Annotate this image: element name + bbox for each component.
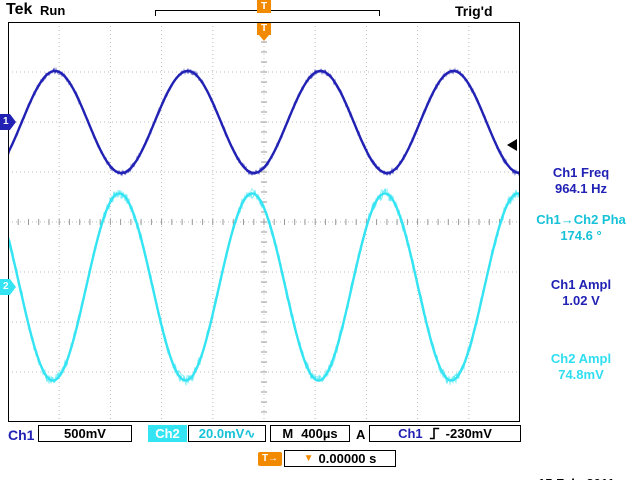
date-text: 15 Feb 2011 [538,476,615,480]
ch1-position-marker: 1 [0,114,16,130]
brand-logo: Tek [6,1,33,18]
measurement-label: Ch1→Ch2 Pha [536,212,626,227]
rising-edge-icon [429,427,439,440]
trigger-source: Ch1 [398,425,423,441]
trigger-readout: Ch1 -230mV [369,425,521,442]
ch2-label-badge: Ch2 [148,425,187,442]
measurement-ch1-ampl: Ch1 Ampl 1.02 V [522,277,640,309]
trigger-position-record-icon: T [257,0,271,13]
acquisition-status: Run [40,3,66,18]
measurement-value: 74.8mV [558,367,604,382]
ch2-position-marker: 2 [0,279,16,295]
trigger-time-marker-icon: T [257,23,271,41]
measurement-label: Ch1 Ampl [550,277,612,292]
measurement-value: 964.1 Hz [554,181,608,196]
ch2-scale-value: 20.0mV [198,426,245,441]
trigger-position-readout: ▼ 0.00000 s [284,450,396,467]
timebase-readout: M 400µs [270,425,350,442]
trigger-level: -230mV [445,425,492,441]
trigger-level-arrow-icon [507,139,517,151]
ch1-scale-readout: 500mV [38,425,132,442]
trigger-status: Trig'd [455,3,493,19]
trigger-time-marker-label: T [257,23,271,35]
graticule [8,22,520,422]
timebase-value: 400µs [301,426,338,441]
datetime-readout: 15 Feb 2011 17:26:33 [538,446,615,480]
measurement-value: 1.02 V [562,293,600,308]
measurement-ch1-ch2-phase: Ch1→Ch2 Pha 174.6 ° [522,212,640,244]
timebase-label: M [282,426,294,441]
measurement-ch1-freq: Ch1 Freq 964.1 Hz [522,165,640,197]
ch1-label: Ch1 [8,427,35,443]
trigger-position-value: 0.00000 s [318,450,377,466]
trigger-position-icon: T→ [258,452,282,466]
measurement-ch2-ampl: Ch2 Ampl 74.8mV [522,351,640,383]
down-triangle-icon [259,35,269,41]
measurement-label: Ch2 Ampl [550,351,612,366]
ch2-scale-readout: 20.0mV∿ [188,425,266,442]
trigger-mode-label: A [356,427,366,442]
measurement-value: 174.6 ° [560,228,602,243]
measurement-label: Ch1 Freq [552,165,610,180]
down-triangle-icon: ▼ [303,452,314,464]
waveform-plot [8,22,520,422]
ac-coupling-icon: ∿ [244,426,256,441]
